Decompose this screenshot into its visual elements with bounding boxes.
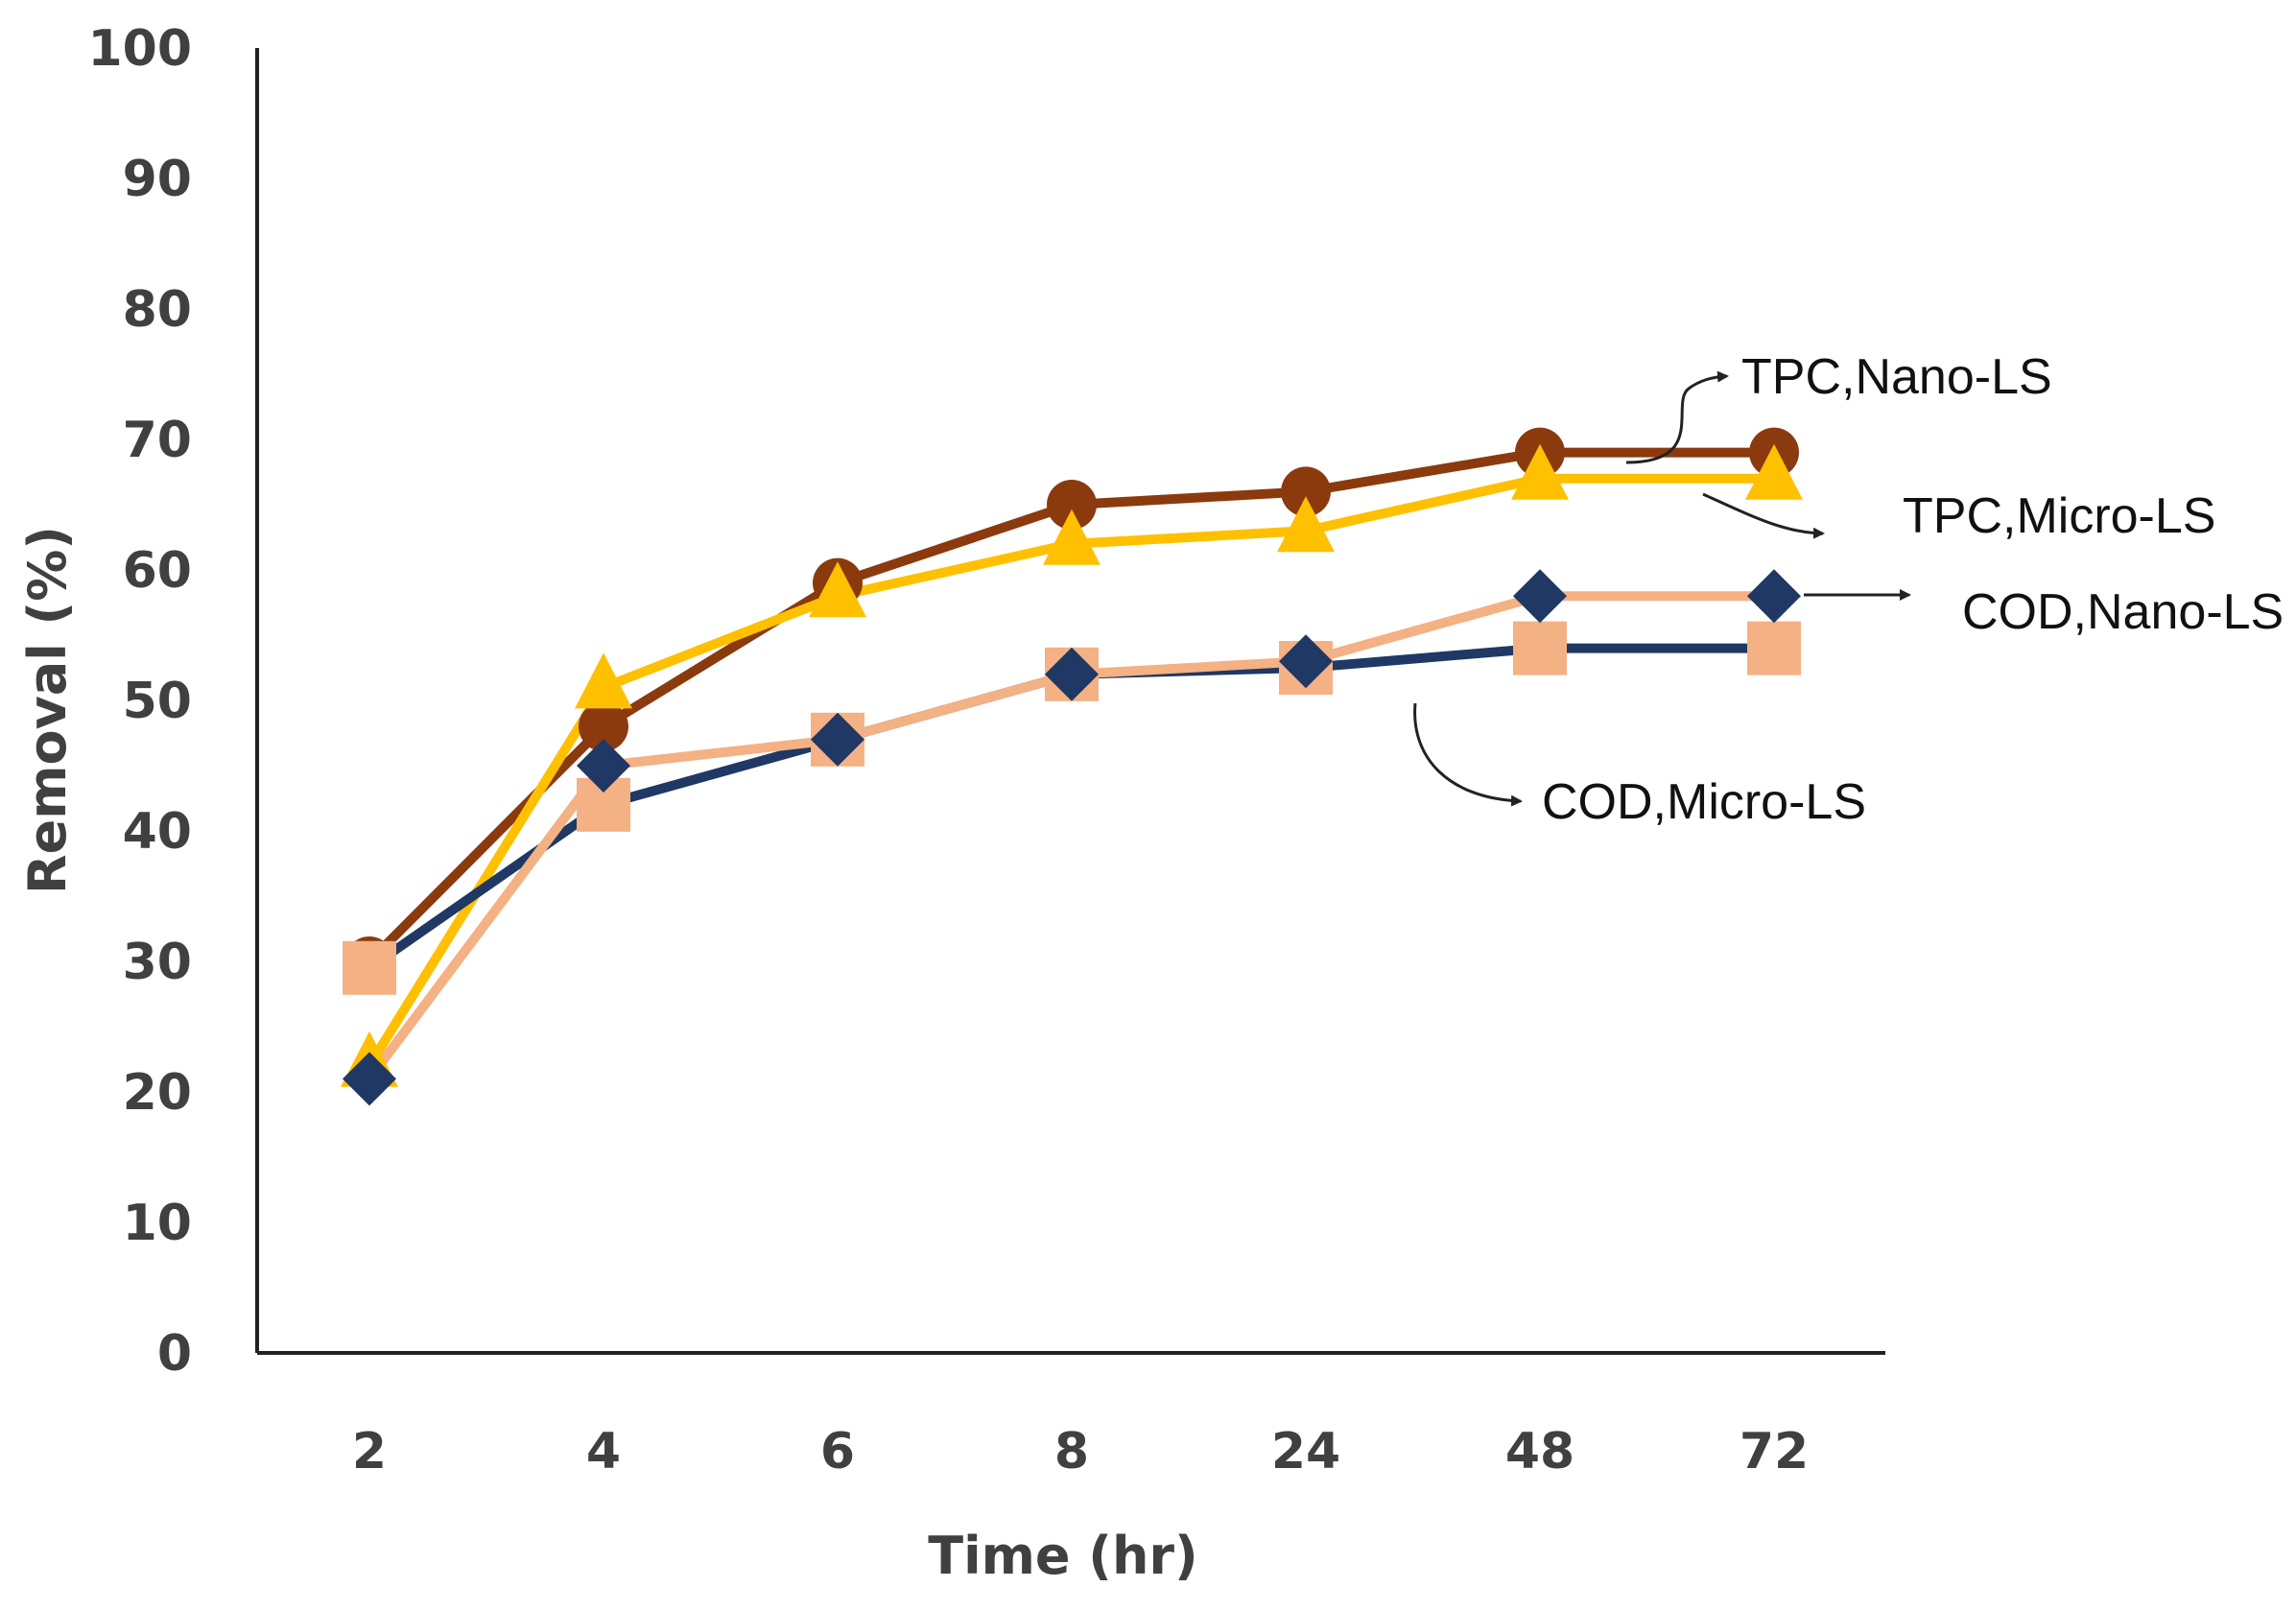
y-tick-label: 10 [123, 1195, 192, 1252]
data-point-triangle [1043, 509, 1101, 565]
y-tick-label: 100 [87, 20, 192, 78]
y-tick-label: 0 [157, 1325, 192, 1383]
series-markers-layer [341, 427, 1803, 1106]
annotation-label: TPC,Micro-LS [1903, 488, 2215, 544]
annotation-arrow [1413, 702, 1523, 807]
y-tick-label: 20 [123, 1064, 192, 1122]
data-point-square [343, 940, 396, 995]
data-point-diamond [1747, 569, 1801, 624]
data-point-diamond [1045, 647, 1099, 701]
data-point-diamond [343, 1052, 396, 1106]
x-tick-label: 4 [586, 1423, 621, 1481]
x-axis-title: Time (hr) [928, 1526, 1197, 1586]
data-point-triangle [809, 561, 866, 618]
x-tick-labels: 2 4 6 8 24 48 72 [352, 1423, 1809, 1481]
y-tick-labels: 0 10 20 30 40 50 60 70 80 90 100 [87, 20, 192, 1383]
x-tick-label: 48 [1505, 1423, 1574, 1481]
data-point-square [1513, 621, 1567, 675]
data-point-circle [1281, 466, 1331, 517]
y-tick-label: 90 [123, 151, 192, 208]
y-axis-title: Removal (%) [17, 526, 78, 894]
annotation-label: TPC,Nano-LS [1741, 349, 2052, 405]
data-point-diamond [1279, 634, 1333, 689]
x-tick-label: 24 [1271, 1423, 1340, 1481]
data-point-diamond [1513, 569, 1567, 624]
x-tick-label: 2 [352, 1423, 387, 1481]
data-point-triangle [1511, 443, 1569, 500]
data-point-circle [1047, 480, 1097, 530]
y-tick-label: 60 [123, 542, 192, 600]
y-tick-label: 40 [123, 803, 192, 861]
axes-layer [255, 48, 1885, 1355]
series-line-tpc-micro-ls [365, 473, 1779, 1071]
series-annotations: TPC,Nano-LS TPC,Micro-LS COD,Nano-LS COD,Mi… [1413, 349, 2284, 830]
x-tick-label: 8 [1054, 1423, 1089, 1481]
y-tick-label: 30 [123, 934, 192, 991]
data-point-triangle [1745, 443, 1803, 500]
data-point-square [1747, 621, 1801, 675]
data-point-triangle [1277, 496, 1335, 553]
data-point-diamond [811, 712, 864, 767]
annotation-arrow [1625, 370, 1729, 464]
x-tick-label: 72 [1740, 1423, 1809, 1481]
y-tick-label: 50 [123, 673, 192, 730]
annotation-label: COD,Nano-LS [1962, 584, 2284, 640]
data-point-circle [579, 701, 628, 752]
annotation-label: COD,Micro-LS [1542, 774, 1866, 830]
x-tick-label: 6 [820, 1423, 855, 1481]
data-point-triangle [575, 652, 632, 709]
y-tick-label: 80 [123, 281, 192, 339]
y-tick-label: 70 [123, 412, 192, 469]
data-point-diamond [577, 739, 630, 793]
annotation-arrow [1702, 492, 1825, 539]
